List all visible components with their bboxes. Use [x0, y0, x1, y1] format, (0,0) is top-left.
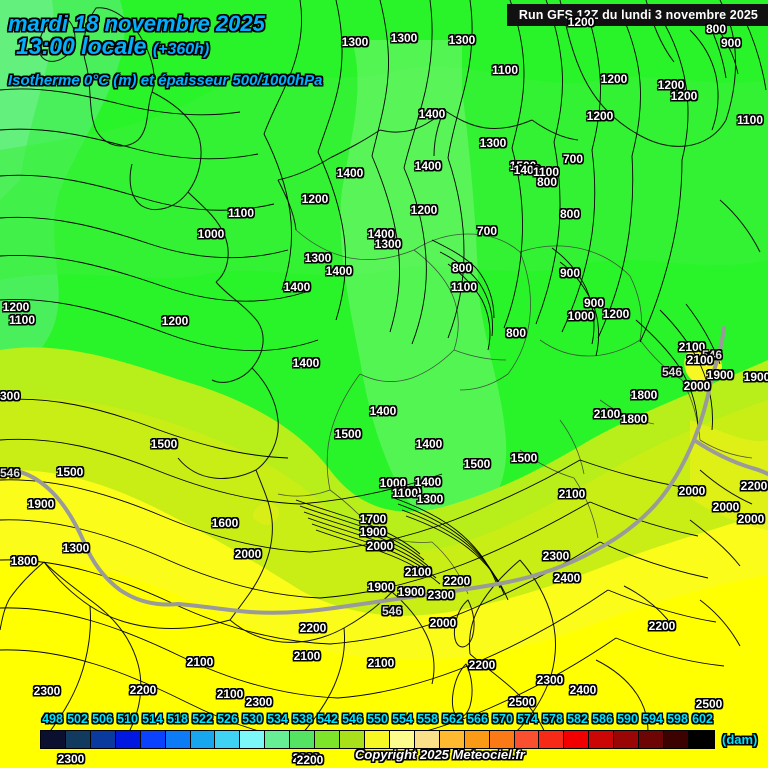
- color-swatch[interactable]: [389, 731, 415, 748]
- color-swatch[interactable]: [539, 731, 565, 748]
- color-scale-tick: 510: [117, 712, 138, 726]
- color-scale-tick: 542: [317, 712, 338, 726]
- color-swatch[interactable]: [90, 731, 116, 748]
- color-swatch[interactable]: [688, 731, 714, 748]
- color-swatch[interactable]: [489, 731, 515, 748]
- color-swatch[interactable]: [115, 731, 141, 748]
- color-scale-bar[interactable]: [40, 730, 715, 749]
- forecast-time: 13:00 locale (+360h): [16, 33, 209, 60]
- forecast-leadtime: (+360h): [152, 41, 210, 58]
- color-scale-tick: 498: [42, 712, 63, 726]
- color-scale-tick: 590: [617, 712, 638, 726]
- color-swatch[interactable]: [65, 731, 91, 748]
- country-borders: [277, 229, 753, 595]
- color-swatch[interactable]: [364, 731, 390, 748]
- color-swatch[interactable]: [439, 731, 465, 748]
- color-swatch[interactable]: [190, 731, 216, 748]
- color-scale-tick: 506: [92, 712, 113, 726]
- parameter-label: Isotherme 0°C (m) et épaisseur 500/1000h…: [8, 72, 323, 89]
- model-run-banner: Run GFS 12Z du lundi 3 novembre 2025: [506, 4, 768, 26]
- color-scale-tick: 594: [642, 712, 663, 726]
- color-swatch[interactable]: [564, 731, 590, 748]
- color-scale-tick: 530: [242, 712, 263, 726]
- color-swatch[interactable]: [614, 731, 640, 748]
- color-swatch[interactable]: [315, 731, 341, 748]
- color-scale-tick: 578: [542, 712, 563, 726]
- forecast-time-text: 13:00 locale: [16, 33, 147, 59]
- color-scale-tick: 602: [692, 712, 713, 726]
- color-scale-tick: 526: [217, 712, 238, 726]
- color-scale-unit: (dam): [722, 732, 758, 747]
- color-swatch[interactable]: [514, 731, 540, 748]
- color-swatch[interactable]: [140, 731, 166, 748]
- color-scale-legend: 498 502 506 510 514 518 522 526 530 534 538 542 546 5…: [0, 710, 768, 768]
- color-swatch[interactable]: [340, 731, 365, 748]
- color-scale-tick: 502: [67, 712, 88, 726]
- color-swatch[interactable]: [589, 731, 615, 748]
- color-scale-tick: 558: [417, 712, 438, 726]
- color-swatch[interactable]: [165, 731, 191, 748]
- color-scale-tick: 534: [267, 712, 288, 726]
- forecast-date: mardi 18 novembre 2025: [8, 11, 265, 36]
- thickness-546-line: [0, 326, 768, 615]
- band-544-light: [340, 40, 507, 524]
- color-swatch[interactable]: [215, 731, 241, 748]
- color-swatch[interactable]: [265, 731, 291, 748]
- color-scale-tick: 598: [667, 712, 688, 726]
- color-swatch[interactable]: [464, 731, 490, 748]
- color-swatch[interactable]: [41, 731, 66, 748]
- color-scale-tick-labels: 498 502 506 510 514 518 522 526 530 534 538 542 546 5…: [0, 712, 768, 730]
- color-swatch[interactable]: [639, 731, 665, 748]
- color-scale-tick: 566: [467, 712, 488, 726]
- color-scale-tick: 582: [567, 712, 588, 726]
- copyright-notice: Copyright 2025 Meteociel.fr: [355, 747, 525, 762]
- color-swatch[interactable]: [664, 731, 689, 748]
- color-scale-tick: 538: [292, 712, 313, 726]
- color-scale-tick: 522: [192, 712, 213, 726]
- color-scale-tick: 586: [592, 712, 613, 726]
- color-swatch[interactable]: [290, 731, 316, 748]
- color-scale-tick: 550: [367, 712, 388, 726]
- color-scale-tick: 518: [167, 712, 188, 726]
- color-scale-tick: 570: [492, 712, 513, 726]
- color-swatch[interactable]: [240, 731, 266, 748]
- color-scale-tick: 554: [392, 712, 413, 726]
- color-swatch[interactable]: [414, 731, 440, 748]
- color-scale-tick: 562: [442, 712, 463, 726]
- color-scale-tick: 574: [517, 712, 538, 726]
- color-scale-tick: 546: [342, 712, 363, 726]
- color-scale-tick: 514: [142, 712, 163, 726]
